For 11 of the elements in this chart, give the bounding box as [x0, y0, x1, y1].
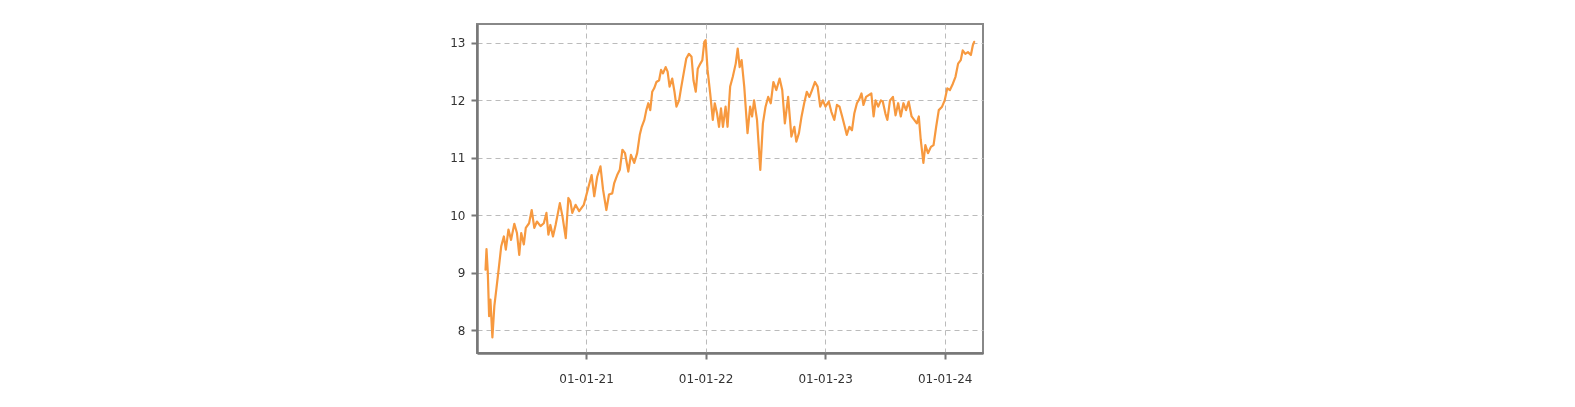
y-tick-label: 10	[450, 208, 466, 223]
y-tick-label: 9	[457, 266, 466, 281]
y-tick-label: 13	[450, 36, 466, 51]
x-tick-label: 01-01-21	[559, 371, 614, 386]
x-tick-label: 01-01-24	[917, 371, 973, 386]
x-tick-label: 01-01-22	[678, 371, 734, 386]
y-tick-label: 12	[450, 93, 466, 108]
y-tick-label: 8	[457, 323, 466, 338]
x-tick-label: 01-01-23	[798, 371, 853, 386]
y-tick-label: 11	[450, 151, 466, 166]
line-series	[484, 38, 976, 339]
